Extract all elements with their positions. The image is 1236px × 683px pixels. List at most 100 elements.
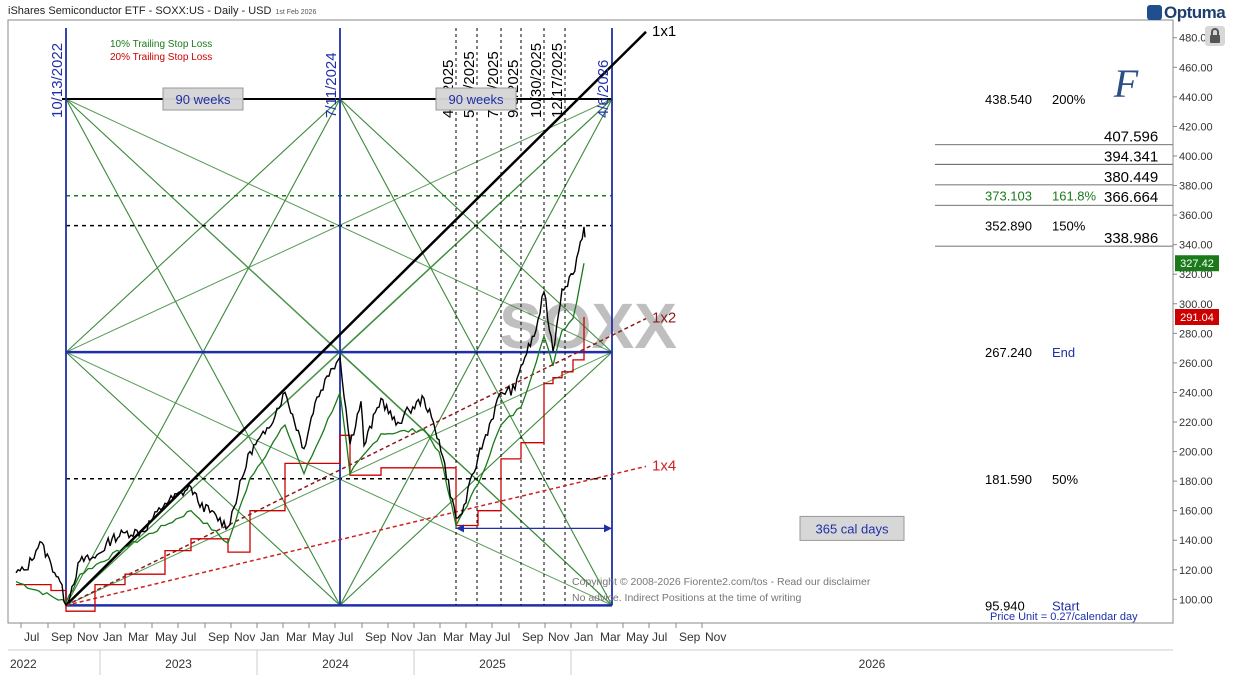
gann-angle-label: 1x2 xyxy=(652,310,676,327)
x-month-label: Jan xyxy=(103,630,122,644)
stop10-series-line xyxy=(15,263,585,604)
x-month-label: Mar xyxy=(600,630,621,644)
x-year-label: 2026 xyxy=(859,657,886,671)
level-value-label: 373.103 xyxy=(985,189,1032,204)
stop20-series-line xyxy=(16,317,585,612)
date-label: 12/17/2025 xyxy=(549,43,566,118)
y-tick-label: 380.00 xyxy=(1179,181,1213,193)
series-layer xyxy=(15,226,586,612)
lock-icon[interactable] xyxy=(1205,26,1225,46)
days-label: 365 cal days xyxy=(816,521,889,536)
cycle-date-label: 7/11/2024 xyxy=(323,52,340,118)
x-month-label: Nov xyxy=(705,630,726,644)
x-month-label: Sep xyxy=(51,630,73,644)
y-tick-label: 240.00 xyxy=(1179,387,1213,399)
level-value-label: 267.240 xyxy=(985,345,1032,360)
chart-title: iShares Semiconductor ETF - SOXX:US - Da… xyxy=(8,5,316,17)
y-axis-badge-label: 291.04 xyxy=(1180,312,1214,324)
target-level-label: 366.664 xyxy=(1104,189,1158,206)
y-tick-label: 360.00 xyxy=(1179,210,1213,222)
y-tick-label: 440.00 xyxy=(1179,92,1213,104)
chart-title-text: iShares Semiconductor ETF - SOXX:US - Da… xyxy=(8,5,272,17)
y-tick-label: 180.00 xyxy=(1179,476,1213,488)
cycle-date-label: 10/13/2022 xyxy=(49,43,66,118)
x-month-label: May xyxy=(469,630,492,644)
level-pct-label: 50% xyxy=(1052,472,1078,487)
price-series-line xyxy=(15,226,586,607)
target-level-label: 380.449 xyxy=(1104,169,1158,186)
x-month-label: May xyxy=(312,630,335,644)
gann-angle-line xyxy=(65,465,647,607)
y-axis-badge xyxy=(1175,255,1219,272)
days-arrow-left-icon xyxy=(456,524,464,533)
annotation-layer: 10/13/20227/11/20244/6/20264/7/20255/27/… xyxy=(49,23,1158,623)
brand-name: Optuma xyxy=(1164,3,1226,22)
level-value-label: 95.940 xyxy=(985,598,1025,613)
weeks-label: 90 weeks xyxy=(176,92,231,107)
gann-angle-label: 1x1 xyxy=(652,23,676,40)
y-tick-label: 160.00 xyxy=(1179,506,1213,518)
x-month-label: Nov xyxy=(391,630,412,644)
y-tick-label: 400.00 xyxy=(1179,151,1213,163)
gann-1x1-line xyxy=(65,30,647,607)
fiorente-logo-icon: F xyxy=(1113,61,1139,106)
copyright-text: Copyright © 2008-2026 Fiorente2.com/tos … xyxy=(572,576,871,588)
y-tick-label: 460.00 xyxy=(1179,62,1213,74)
y-tick-label: 320.00 xyxy=(1179,269,1213,281)
y-axis-badge-label: 327.42 xyxy=(1180,258,1214,270)
x-month-label: Jul xyxy=(24,630,39,644)
watermark-layer: SOXX xyxy=(499,290,677,362)
x-year-label: 2024 xyxy=(322,657,349,671)
target-level-label: 407.596 xyxy=(1104,129,1158,146)
optuma-icon xyxy=(1147,5,1162,20)
x-month-label: Jul xyxy=(495,630,510,644)
x-month-label: Jan xyxy=(574,630,593,644)
y-tick-label: 480.00 xyxy=(1179,33,1213,45)
x-month-label: Sep xyxy=(522,630,544,644)
y-tick-label: 200.00 xyxy=(1179,447,1213,459)
x-month-label: Jul xyxy=(338,630,353,644)
x-month-label: Jul xyxy=(181,630,196,644)
y-tick-label: 420.00 xyxy=(1179,121,1213,133)
y-tick-label: 140.00 xyxy=(1179,535,1213,547)
x-year-label: 2023 xyxy=(165,657,192,671)
level-value-label: 438.540 xyxy=(985,92,1032,107)
x-month-label: Mar xyxy=(286,630,307,644)
x-month-label: Mar xyxy=(128,630,149,644)
legend-entry: 10% Trailing Stop Loss xyxy=(110,39,212,50)
price-unit-label: Price Unit = 0.27/calendar day xyxy=(990,611,1138,623)
level-value-label: 181.590 xyxy=(985,472,1032,487)
level-pct-label: 150% xyxy=(1052,219,1086,234)
x-month-label: Nov xyxy=(234,630,255,644)
level-pct-label: 200% xyxy=(1052,92,1086,107)
x-month-label: Jan xyxy=(417,630,436,644)
x-year-label: 2022 xyxy=(10,657,37,671)
target-level-label: 394.341 xyxy=(1104,148,1158,165)
x-month-label: Nov xyxy=(548,630,569,644)
level-value-label: 352.890 xyxy=(985,219,1032,234)
x-month-label: Nov xyxy=(77,630,98,644)
level-pct-label: End xyxy=(1052,345,1075,360)
level-pct-label: 161.8% xyxy=(1052,189,1097,204)
y-tick-label: 100.00 xyxy=(1179,594,1213,606)
days-label-box xyxy=(799,515,905,541)
cycle-date-label: 4/6/2026 xyxy=(595,60,612,118)
level-pct-label: Start xyxy=(1052,598,1080,613)
chart-date: 1st Feb 2026 xyxy=(275,9,317,16)
x-month-label: May xyxy=(155,630,178,644)
x-month-label: Jan xyxy=(260,630,279,644)
x-month-label: Mar xyxy=(443,630,464,644)
weeks-label: 90 weeks xyxy=(449,92,504,107)
x-month-label: May xyxy=(626,630,649,644)
x-month-label: Sep xyxy=(365,630,387,644)
axis-layer: 100.00 120.00 140.00 160.00 180.00 200.00 220.… xyxy=(8,20,1219,675)
legend-entry: 20% Trailing Stop Loss xyxy=(110,52,212,63)
levels-layer xyxy=(62,28,1173,607)
brand-logo: Optuma xyxy=(1147,3,1226,23)
y-axis-badge xyxy=(1175,309,1219,326)
gann-angle-label: 1x4 xyxy=(652,457,676,474)
y-tick-label: 120.00 xyxy=(1179,565,1213,577)
target-level-label: 338.986 xyxy=(1104,230,1158,247)
y-tick-label: 260.00 xyxy=(1179,358,1213,370)
